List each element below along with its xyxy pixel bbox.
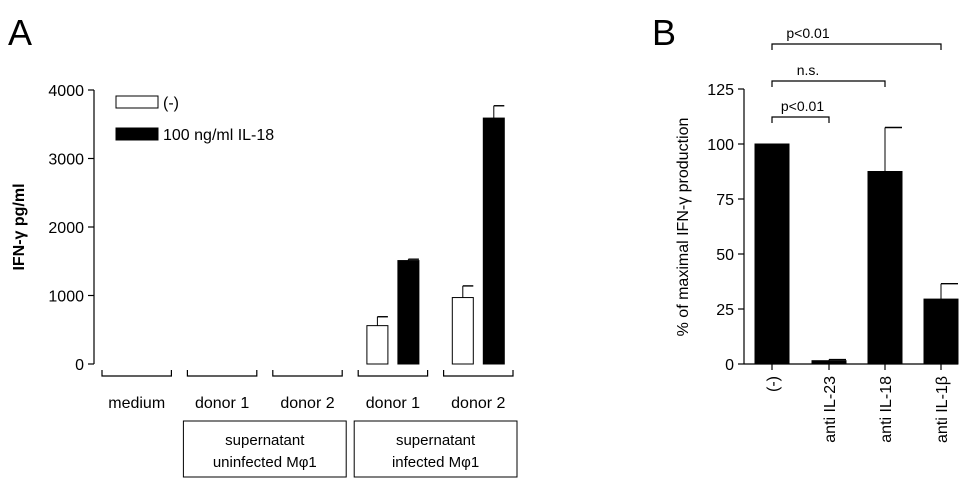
panel-a-bar <box>482 117 505 365</box>
panel-b-significance: p<0.01 n.s. p<0.01 <box>771 25 942 123</box>
panel-a-bar <box>397 260 420 365</box>
panel-a-group-label: uninfected Mφ1 <box>213 454 317 471</box>
panel-b-significance-bracket <box>771 80 886 87</box>
panel-a-category-bracket <box>186 370 258 377</box>
panel-a-axes: 0 1000 2000 3000 4000 medium donor 1 donor 2 don… <box>48 83 518 478</box>
panel-b-bar <box>923 298 959 365</box>
panel-a-bars <box>366 105 505 365</box>
panel-b-significance-label: p<0.01 <box>781 98 824 114</box>
panel-b-bar <box>811 360 847 365</box>
panel-a-category-label: donor 1 <box>366 395 420 412</box>
panel-b-significance-bracket <box>771 43 942 50</box>
panel-a-y-tick-label: 1000 <box>48 289 84 306</box>
panel-a-label: A <box>8 12 32 53</box>
panel-a-category-bracket <box>357 370 429 377</box>
panel-a-category-bracket <box>443 370 514 377</box>
panel-b-label: B <box>652 12 676 53</box>
panel-b: B % of maximal IFN-γ production 0 25 50 75 1… <box>652 12 959 443</box>
panel-a-legend-swatch <box>115 127 159 141</box>
panel-b-axes: 0 25 50 75 100 125 (-) anti IL-23 anti IL-18 anti… <box>707 82 958 443</box>
panel-a-group-box <box>182 420 347 478</box>
panel-b-x-tick-label: anti IL-1β <box>934 376 951 443</box>
panel-a-ylabel: IFN-γ pg/ml <box>11 183 28 270</box>
panel-b-y-tick-label: 75 <box>716 192 734 209</box>
panel-b-significance-bracket <box>771 116 830 123</box>
panel-b-y-tick-label: 25 <box>716 302 734 319</box>
panel-a-legend-label: (-) <box>163 95 179 112</box>
panel-a-bar <box>451 297 474 365</box>
panel-b-significance-label: n.s. <box>797 62 820 78</box>
panel-a-group-label: supernatant <box>396 432 476 449</box>
panel-a-category-bracket <box>101 370 172 377</box>
panel-a: A IFN-γ pg/ml 0 1000 2000 3000 4000 medium don… <box>8 12 518 478</box>
panel-a-y-tick-label: 3000 <box>48 152 84 169</box>
panel-a-legend: (-) 100 ng/ml IL-18 <box>115 95 274 144</box>
panel-a-category-label: donor 1 <box>195 395 249 412</box>
panel-a-bar <box>366 325 389 365</box>
panel-b-x-tick-label: (-) <box>765 376 782 392</box>
panel-b-bar <box>754 143 790 365</box>
panel-b-y-tick-label: 0 <box>725 357 734 374</box>
panel-a-category-bracket <box>272 370 343 377</box>
panel-b-significance-label: p<0.01 <box>786 25 829 41</box>
panel-a-group-label: infected Mφ1 <box>392 454 479 471</box>
panel-a-category-label: donor 2 <box>280 395 334 412</box>
panel-b-x-tick-label: anti IL-23 <box>822 376 839 443</box>
panel-a-group-label: supernatant <box>225 432 305 449</box>
panel-a-group-box <box>353 420 518 478</box>
panel-a-legend-swatch <box>115 95 159 109</box>
panel-b-x-tick-label: anti IL-18 <box>878 376 895 443</box>
panel-a-y-tick-label: 0 <box>75 357 84 374</box>
panel-b-bars <box>754 126 959 365</box>
panel-b-y-tick-label: 50 <box>716 247 734 264</box>
panel-b-y-tick-label: 125 <box>707 82 734 99</box>
panel-a-category-label: donor 2 <box>451 395 505 412</box>
panel-a-legend-label: 100 ng/ml IL-18 <box>163 127 274 144</box>
panel-b-ylabel: % of maximal IFN-γ production <box>675 118 692 337</box>
panel-a-y-tick-label: 2000 <box>48 220 84 237</box>
panel-b-bar <box>867 171 903 365</box>
panel-a-category-label: medium <box>108 395 165 412</box>
panel-b-y-tick-label: 100 <box>707 137 734 154</box>
panel-a-y-tick-label: 4000 <box>48 83 84 100</box>
